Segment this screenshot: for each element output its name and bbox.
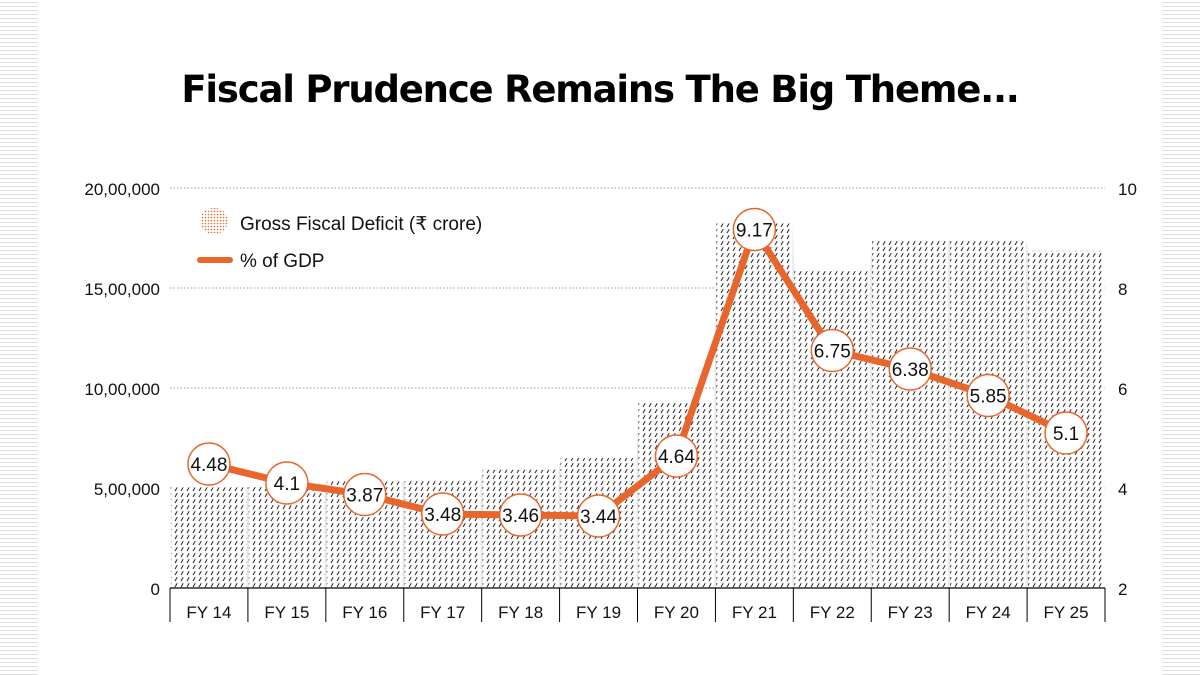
data-marker [810, 328, 855, 373]
x-tick-label: FY 14 [186, 603, 231, 622]
legend-swatch-deficit [200, 208, 228, 234]
data-point-fy21: 9.17 [732, 207, 777, 252]
marker-layer: 4.48 4.1 3.87 3.48 3.46 3.44 4.64 9.17 6.75 6.38 5… [187, 207, 1088, 538]
data-label: 3.46 [502, 506, 539, 527]
left-decorative-stripes [0, 0, 38, 675]
data-label: 5.85 [970, 387, 1007, 408]
right-decorative-stripes [1162, 0, 1200, 675]
x-tick-label: FY 25 [1044, 603, 1089, 622]
data-point-fy25: 5.1 [1044, 411, 1088, 455]
bar-fy23 [872, 240, 949, 588]
bar-fy21 [716, 223, 793, 588]
data-point-fy15: 4.1 [265, 461, 309, 505]
data-label: 4.64 [658, 447, 695, 468]
data-label: 3.87 [346, 486, 383, 507]
data-marker [265, 461, 309, 505]
left-tick-label: 5,00,000 [94, 480, 160, 499]
x-tick-label: FY 17 [420, 603, 465, 622]
right-tick-label: 8 [1118, 280, 1127, 299]
data-marker [498, 493, 543, 537]
data-label: 6.75 [814, 342, 851, 363]
x-tick-label: FY 23 [888, 603, 933, 622]
right-tick-label: 6 [1118, 380, 1127, 399]
right-tick-label: 10 [1118, 180, 1137, 199]
x-tick-label: FY 16 [342, 603, 387, 622]
data-marker [343, 472, 387, 517]
legend: Gross Fiscal Deficit (₹ crore) % of GDP [197, 208, 482, 272]
legend-label-deficit: Gross Fiscal Deficit (₹ crore) [240, 214, 482, 235]
x-tick-label: FY 15 [264, 603, 309, 622]
x-tick-label: FY 19 [576, 603, 621, 622]
data-point-fy14: 4.48 [187, 442, 231, 486]
data-marker [187, 442, 231, 486]
data-marker [420, 492, 465, 536]
x-tick-label: FY 21 [732, 603, 777, 622]
data-marker [888, 347, 932, 391]
bar-fy20 [638, 401, 715, 588]
background-area-layer [170, 223, 1105, 588]
left-tick-label: 0 [151, 580, 160, 599]
data-marker [576, 494, 621, 538]
data-label: 4.48 [190, 455, 227, 476]
x-tick-label: FY 18 [498, 603, 543, 622]
data-point-fy20: 4.64 [654, 434, 699, 478]
data-label: 5.1 [1053, 424, 1079, 445]
x-tick-label: FY 20 [654, 603, 699, 622]
right-tick-label: 4 [1118, 480, 1127, 499]
left-tick-label: 15,00,000 [84, 280, 160, 299]
data-marker [732, 207, 777, 252]
bar-fy14 [170, 487, 247, 588]
data-label: 3.48 [424, 505, 461, 526]
bar-layer [170, 223, 1105, 589]
data-marker [654, 434, 699, 478]
chart-title: Fiscal Prudence Remains The Big Theme... [181, 68, 1020, 111]
data-marker [1044, 411, 1088, 455]
left-tick-label: 10,00,000 [84, 380, 160, 399]
bar-fy22 [794, 269, 871, 588]
data-point-fy19: 3.44 [576, 494, 621, 538]
data-point-fy23: 6.38 [888, 347, 932, 391]
data-label: 9.17 [736, 221, 773, 242]
data-point-fy22: 6.75 [810, 328, 855, 373]
data-point-fy24: 5.85 [966, 373, 1010, 418]
background-area [170, 223, 1105, 588]
x-tick-label: FY 22 [810, 603, 855, 622]
x-tick-label: FY 24 [966, 603, 1011, 622]
right-tick-label: 2 [1118, 580, 1127, 599]
data-marker [966, 373, 1010, 418]
axis-layer: FY 14 FY 15 FY 16 FY 17 FY 18 FY 19 FY 20 FY 21… [84, 180, 1137, 622]
data-point-fy17: 3.48 [420, 492, 465, 536]
data-point-fy16: 3.87 [343, 472, 387, 517]
data-label: 3.44 [580, 507, 617, 528]
left-tick-label: 20,00,000 [84, 180, 160, 199]
legend-label-gdp: % of GDP [240, 251, 324, 272]
data-label: 6.38 [892, 360, 929, 381]
data-label: 4.1 [274, 474, 300, 495]
data-point-fy18: 3.46 [498, 493, 543, 537]
